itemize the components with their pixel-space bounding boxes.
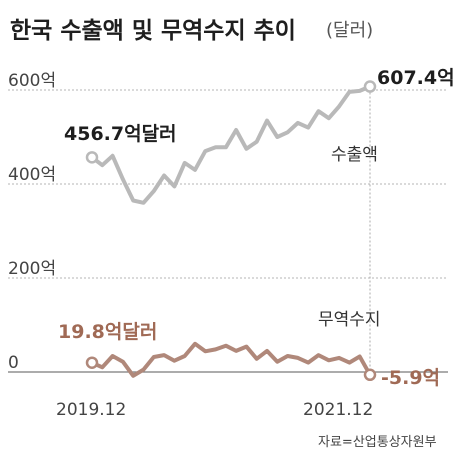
series-layer bbox=[85, 80, 377, 382]
y-tick-label: 0 bbox=[8, 353, 19, 373]
export-start-marker bbox=[85, 151, 99, 164]
balance-end-value-label: -5.9억 bbox=[381, 367, 440, 389]
x-axis-label-end: 2021.12 bbox=[303, 400, 373, 420]
source-note: 자료=산업통상자원부 bbox=[318, 435, 437, 450]
x-axis-label-start: 2019.12 bbox=[56, 400, 126, 420]
y-tick-label: 600억 bbox=[8, 71, 56, 91]
export-end-value-label: 607.4억 bbox=[377, 67, 455, 89]
chart-subtitle: (달러) bbox=[326, 20, 373, 41]
y-tick-labels: 600억 400억 200억 0 bbox=[8, 71, 56, 373]
balance-series-name: 무역수지 bbox=[318, 310, 381, 330]
export-series-name: 수출액 bbox=[331, 145, 378, 165]
chart-title: 한국 수출액 및 무역수지 추이 bbox=[10, 18, 296, 44]
export-end-marker bbox=[363, 80, 377, 93]
grid-layer bbox=[8, 89, 448, 374]
export-start-label: 456.7억달러 bbox=[64, 123, 177, 145]
balance-series-line bbox=[90, 341, 372, 378]
balance-start-label: 19.8억달러 bbox=[58, 321, 157, 343]
y-tick-label: 200억 bbox=[8, 259, 56, 279]
export-series-line bbox=[90, 84, 372, 205]
balance-end-marker bbox=[363, 368, 377, 382]
balance-start-marker bbox=[85, 356, 99, 369]
y-tick-label: 400억 bbox=[8, 165, 56, 185]
